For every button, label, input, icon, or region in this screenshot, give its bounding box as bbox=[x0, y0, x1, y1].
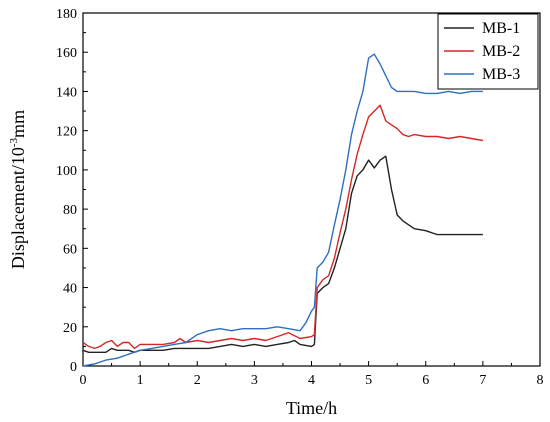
x-tick-label: 8 bbox=[537, 373, 544, 388]
legend-label: MB-2 bbox=[482, 43, 520, 60]
y-tick-label: 60 bbox=[63, 242, 77, 257]
y-tick-label: 140 bbox=[56, 85, 77, 100]
series-line-mb-3 bbox=[82, 53, 483, 367]
series-layer bbox=[82, 53, 484, 367]
x-tick-label: 3 bbox=[251, 373, 258, 388]
y-tick-label: 0 bbox=[70, 360, 77, 375]
axis-labels: Time/h Displacement/10-3mm bbox=[8, 110, 337, 418]
y-axis-title-exponent: -3 bbox=[8, 137, 20, 147]
y-tick-label: 40 bbox=[63, 282, 77, 297]
x-tick-label: 7 bbox=[479, 373, 486, 388]
y-tick-label: 20 bbox=[63, 321, 77, 336]
y-axis-title: Displacement/10-3mm bbox=[8, 110, 28, 269]
legend: MB-1 MB-2 MB-3 bbox=[437, 13, 539, 90]
x-tick-label: 1 bbox=[137, 373, 144, 388]
x-tick-label: 6 bbox=[422, 373, 429, 388]
y-axis-title-unit: mm bbox=[8, 110, 28, 138]
series-line-mb-2 bbox=[82, 104, 484, 350]
y-tick-label: 100 bbox=[56, 164, 77, 179]
x-tick-label: 2 bbox=[194, 373, 201, 388]
y-tick-label: 160 bbox=[56, 46, 77, 61]
y-tick-label: 80 bbox=[63, 203, 77, 218]
series-line-mb-1 bbox=[82, 155, 483, 353]
y-tick-label: 180 bbox=[56, 7, 77, 22]
x-tick-label: 0 bbox=[80, 373, 87, 388]
x-axis-title: Time/h bbox=[286, 398, 337, 418]
x-tick-label: 5 bbox=[365, 373, 372, 388]
x-tick-label: 4 bbox=[308, 373, 315, 388]
y-tick-label: 120 bbox=[56, 125, 77, 140]
legend-label: MB-1 bbox=[482, 20, 520, 37]
y-axis-title-main: Displacement/10 bbox=[8, 147, 28, 269]
legend-label: MB-3 bbox=[482, 66, 520, 83]
